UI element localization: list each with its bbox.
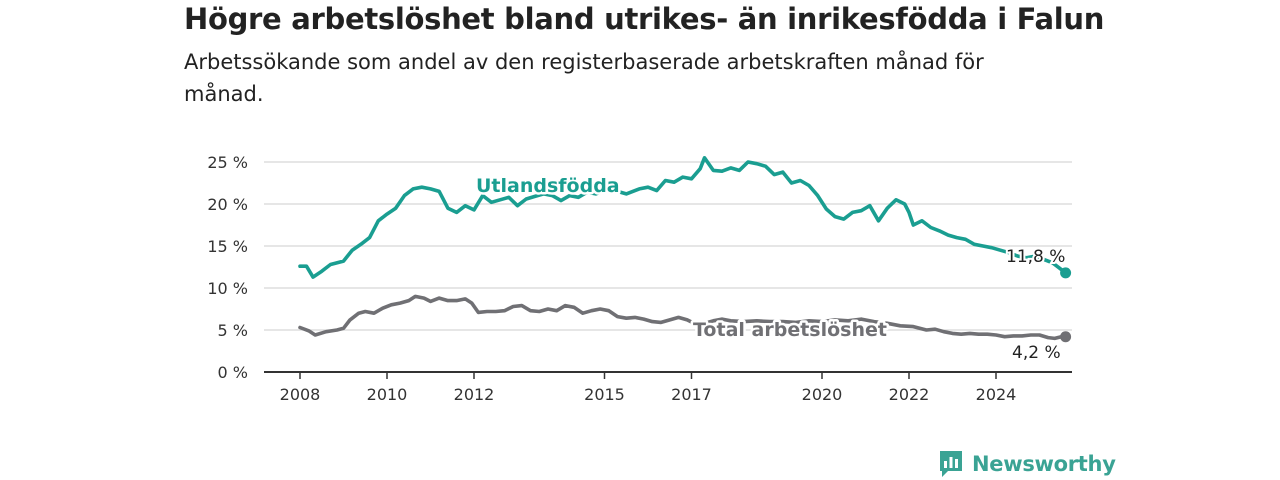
y-tick-label: 20 % [207,195,248,214]
y-tick-label: 25 % [207,153,248,172]
end-point-utlandsfodda [1060,267,1072,279]
x-tick-label: 2012 [454,385,495,404]
x-tick-label: 2022 [889,385,930,404]
end-point-total [1060,331,1072,343]
x-tick-label: 2008 [280,385,321,404]
newsworthy-logo-icon [940,451,962,477]
x-tick-label: 2017 [671,385,712,404]
gridlines [264,161,1072,331]
x-axis: 2008 2010 2012 2015 2017 2020 2022 2024 [264,371,1072,404]
y-tick-label: 10 % [207,279,248,298]
y-tick-label: 0 % [218,363,248,382]
x-tick-label: 2024 [976,385,1017,404]
series-labels: Utlandsfödda Total arbetslöshet 11,8 % 4,2 … [474,173,1068,366]
series-lines [298,156,1072,343]
chart-title: Högre arbetslöshet bland utrikes- än inr… [184,2,1105,36]
series-label-total: Total arbetslöshet [693,319,887,341]
end-label-utlandsfodda: 11,8 % [1006,247,1065,267]
y-tick-label: 5 % [218,321,248,340]
series-label-utlandsfodda: Utlandsfödda [476,175,620,197]
brand-logo: Newsworthy [938,449,1116,479]
y-axis: 0 % 5 % 10 % 15 % 20 % 25 % [207,153,248,382]
series-line-total [298,294,1068,341]
series-line-utlandsfodda [298,156,1068,279]
y-tick-label: 15 % [207,237,248,256]
brand-name: Newsworthy [972,452,1116,476]
end-label-total: 4,2 % [1012,343,1061,363]
x-tick-label: 2010 [367,385,408,404]
x-tick-label: 2015 [584,385,625,404]
chart-subtitle: Arbetssökande som andel av den registerb… [184,50,984,106]
x-tick-label: 2020 [802,385,843,404]
